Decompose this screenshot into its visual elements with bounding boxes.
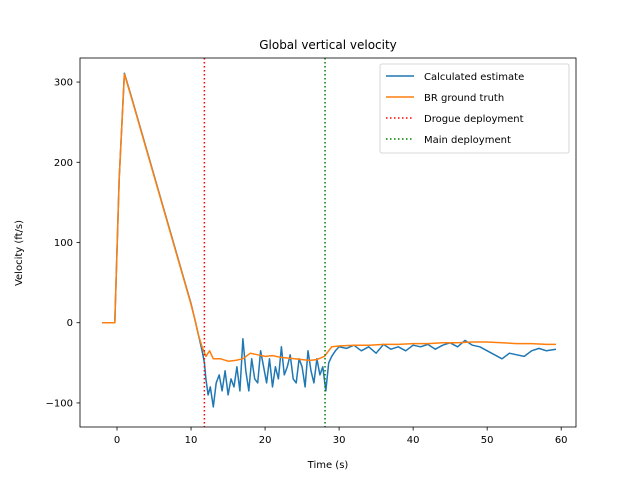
legend-box: [379, 63, 570, 154]
x-tick-label: 0: [114, 435, 120, 446]
x-tick-label: 10: [185, 435, 198, 446]
y-tick-label: 200: [54, 158, 73, 169]
y-tick-label: 100: [54, 238, 73, 249]
legend-label-3: Drogue deployment: [424, 114, 524, 125]
x-tick-label: 50: [481, 435, 494, 446]
y-tick-label: −100: [46, 398, 73, 409]
x-tick-label: 20: [259, 435, 272, 446]
legend-label-4: Main deployment: [424, 135, 511, 146]
legend: Calculated estimate BR ground truth Drogue…: [379, 63, 570, 154]
series-line-2: [102, 73, 556, 362]
plot-area: [102, 58, 557, 427]
legend-label-2: BR ground truth: [424, 93, 504, 104]
y-tick-label: 300: [54, 78, 73, 89]
chart-title: Global vertical velocity: [259, 38, 397, 52]
x-tick-label: 60: [555, 435, 568, 446]
y-tick-label: 0: [67, 318, 73, 329]
axes: 0 10 20 30 40 50 60 −100 0 100 200 300: [46, 57, 577, 446]
y-axis-label: Velocity (ft/s): [14, 220, 25, 286]
legend-label-1: Calculated estimate: [424, 72, 524, 83]
x-tick-label: 40: [407, 435, 420, 446]
x-tick-label: 30: [333, 435, 346, 446]
x-axis-label: Time (s): [307, 460, 349, 471]
